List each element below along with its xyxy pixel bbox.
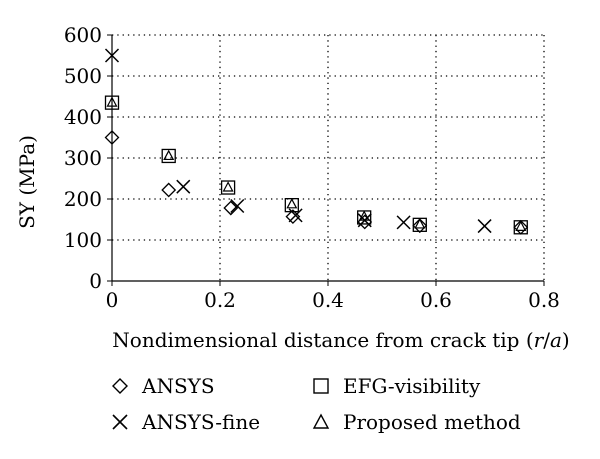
- legend-label-ansys-fine: ANSYS-fine: [142, 410, 261, 434]
- grid-lines: [112, 34, 545, 281]
- axes: [107, 34, 545, 286]
- square-marker-icon: [313, 378, 329, 394]
- efg-visibility-point: [104, 95, 120, 110]
- x-tick-label: 0.2: [204, 288, 236, 312]
- x-tick-label: 0: [106, 288, 119, 312]
- ansys-fine-point: [396, 215, 411, 230]
- proposed-method-point: [163, 149, 175, 161]
- legend-item-proposed-method: Proposed method: [311, 410, 521, 434]
- ansys-fine-point: [104, 48, 120, 63]
- x-tick-label: 0.6: [420, 288, 452, 312]
- y-tick-label: 400: [64, 105, 102, 129]
- ansys-fine-point: [230, 198, 245, 214]
- ansys-point: [161, 182, 177, 198]
- legend-item-ansys: ANSYS: [110, 374, 215, 398]
- x-tick-label: 0.4: [312, 288, 344, 312]
- x-axis-label: Nondimensional distance from crack tip (…: [112, 328, 569, 352]
- y-tick-label: 0: [89, 269, 102, 293]
- y-tick-label: 300: [64, 146, 102, 170]
- ansys-point: [357, 214, 373, 230]
- data-markers: [104, 48, 529, 235]
- ansys-point: [223, 200, 239, 216]
- x-marker-icon: [112, 414, 128, 430]
- y-axis-label: SY (MPa): [15, 135, 39, 229]
- proposed-method-point: [414, 218, 426, 229]
- ansys-fine-point: [176, 179, 191, 194]
- x-tick-labels: 0 0.2 0.4 0.6 0.8: [106, 288, 560, 312]
- proposed-method-point: [222, 181, 234, 192]
- efg-visibility-point: [220, 180, 236, 195]
- x-tick-label: 0.8: [528, 288, 560, 312]
- efg-visibility-point: [161, 148, 176, 164]
- triangle-marker-icon: [312, 413, 330, 429]
- y-tick-label: 600: [64, 23, 102, 47]
- legend-item-efg-visibility: EFG-visibility: [311, 374, 480, 398]
- y-tick-labels: 0 100 200 300 400 500 600: [64, 23, 102, 293]
- ansys-point: [104, 130, 120, 145]
- diamond-marker-icon: [112, 378, 128, 394]
- legend-item-ansys-fine: ANSYS-fine: [110, 410, 260, 434]
- proposed-method-point: [286, 198, 298, 209]
- y-tick-label: 500: [64, 64, 102, 88]
- ansys-point: [412, 218, 428, 234]
- y-tick-label: 100: [64, 228, 102, 252]
- ansys-fine-point: [477, 219, 492, 234]
- proposed-method-point: [358, 210, 370, 221]
- legend-label-proposed-method: Proposed method: [343, 410, 521, 434]
- legend-label-ansys: ANSYS: [142, 374, 215, 398]
- proposed-method-point: [515, 220, 527, 231]
- legend: ANSYS ANSYS-fine EFG-visibility Proposed…: [80, 364, 580, 454]
- legend-label-efg-visibility: EFG-visibility: [343, 374, 481, 398]
- y-tick-label: 200: [64, 187, 102, 211]
- proposed-method-point: [106, 96, 118, 107]
